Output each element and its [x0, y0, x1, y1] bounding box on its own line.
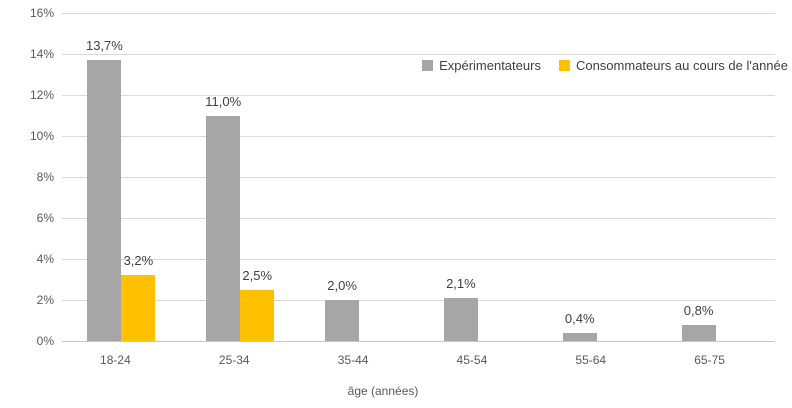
x-tick-label-35-44: 35-44: [337, 353, 369, 367]
y-tick-label-4pct: 4%: [36, 252, 54, 266]
bar-experimentateurs-25-34: [206, 115, 241, 341]
bar-experimentateurs-55-64: [562, 332, 597, 341]
bar-consommateurs-au-cours-de-l-annee-25-34: [240, 289, 275, 341]
data-label-experimentateurs-55-64: 0,4%: [564, 310, 595, 326]
y-tick-label-8pct: 8%: [36, 170, 54, 184]
bar-experimentateurs-18-24: [87, 60, 122, 341]
data-label-experimentateurs-25-34: 11,0%: [205, 93, 242, 109]
y-tick-label-10pct: 10%: [29, 129, 54, 143]
data-label-experimentateurs-35-44: 2,0%: [327, 278, 357, 293]
chart-legend: Expérimentateurs Consommateurs au cours d…: [422, 58, 788, 73]
bar-experimentateurs-65-75: [681, 324, 716, 341]
gridline-10pct: [62, 136, 775, 137]
data-label-experimentateurs-45-54: 2,1%: [446, 275, 476, 291]
x-axis-title: âge (années): [347, 384, 419, 398]
x-tick-label-18-24: 18-24: [100, 353, 131, 367]
data-label-consommateurs-au-cours-de-l-annee-25-34: 2,5%: [242, 267, 273, 283]
y-tick-label-16pct: 16%: [29, 6, 54, 20]
x-tick-label-65-75: 65-75: [694, 353, 725, 367]
legend-label-experimentateurs: Expérimentateurs: [439, 58, 541, 73]
bar-experimentateurs-35-44: [325, 300, 360, 341]
legend-item-consommateurs-au-cours-de-l-annee: Consommateurs au cours de l'année: [558, 58, 788, 73]
gridline-2pct: [62, 300, 775, 301]
x-tick-label-55-64: 55-64: [575, 353, 607, 367]
gridline-6pct: [62, 218, 775, 219]
x-axis-line: [62, 341, 775, 342]
gridline-16pct: [62, 13, 775, 14]
bar-experimentateurs-45-54: [443, 297, 478, 341]
gridline-12pct: [62, 95, 775, 96]
legend-label-consommateurs-au-cours-de-l-annee: Consommateurs au cours de l'année: [575, 58, 788, 73]
y-tick-label-6pct: 6%: [36, 211, 54, 225]
bar-consommateurs-au-cours-de-l-annee-18-24: [121, 275, 156, 341]
x-tick-label-25-34: 25-34: [218, 353, 250, 367]
legend-item-experimentateurs: Expérimentateurs: [422, 58, 541, 73]
gridline-14pct: [62, 54, 775, 55]
y-tick-label-0pct: 0%: [36, 334, 54, 348]
y-tick-label-12pct: 12%: [29, 88, 54, 102]
data-label-experimentateurs-65-75: 0,8%: [683, 302, 714, 318]
y-tick-label-2pct: 2%: [36, 293, 54, 307]
legend-swatch-icon-consommateurs-au-cours-de-l-annee: [558, 60, 570, 71]
gridline-8pct: [62, 177, 775, 178]
legend-swatch-icon-experimentateurs: [422, 60, 434, 71]
y-tick-label-14pct: 14%: [29, 47, 54, 61]
data-label-experimentateurs-18-24: 13,7%: [85, 38, 123, 54]
data-label-consommateurs-au-cours-de-l-annee-18-24: 3,2%: [123, 253, 154, 269]
x-tick-label-45-54: 45-54: [456, 353, 488, 367]
gridline-4pct: [62, 259, 775, 260]
